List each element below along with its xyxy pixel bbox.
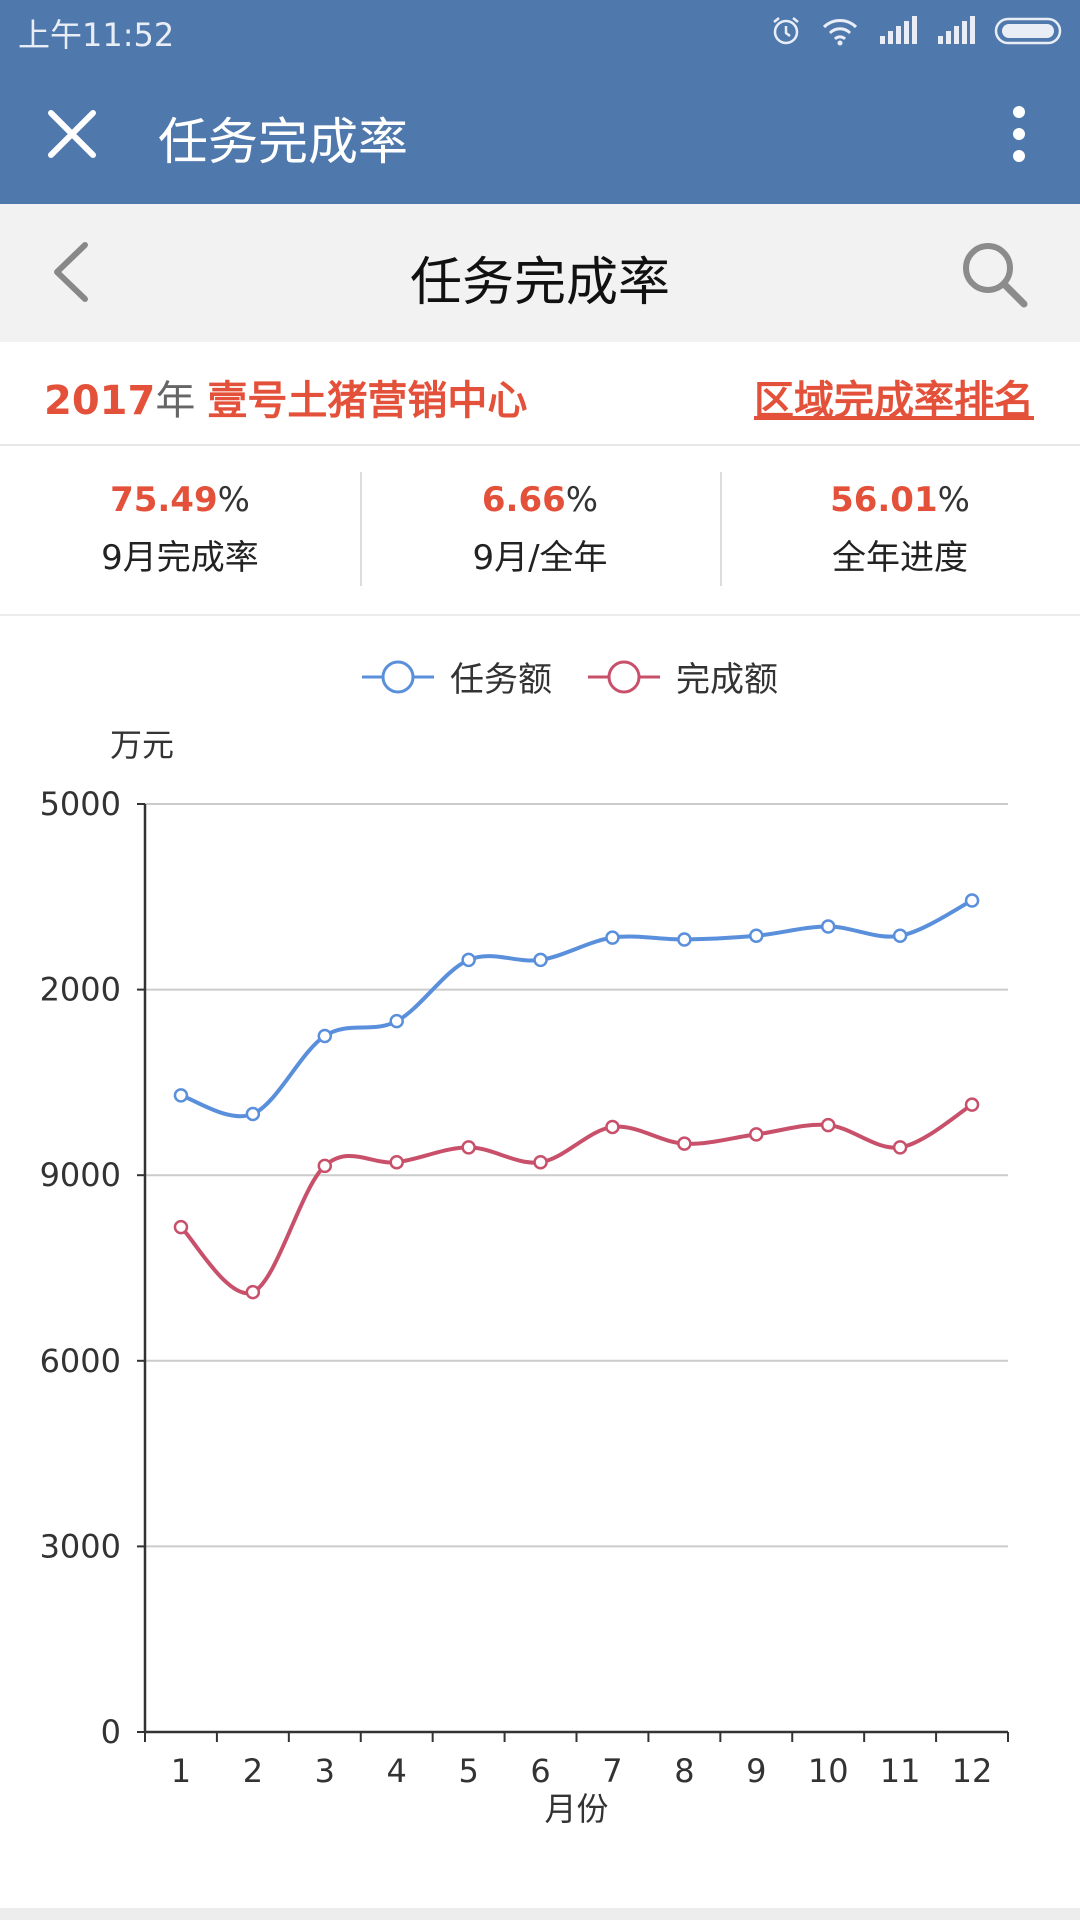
legend-label-task: 任务额 (450, 660, 552, 700)
legend-label-done: 完成额 (676, 660, 778, 700)
close-button[interactable] (30, 92, 114, 176)
x-tick-label: 9 (746, 1752, 766, 1790)
app-title: 任务完成率 (158, 113, 408, 171)
data-point-series-2 (461, 1140, 476, 1155)
wifi-icon (820, 15, 860, 47)
data-point-series-2 (317, 1158, 333, 1174)
info-year: 2017 (44, 378, 156, 424)
stat-unit: % (565, 480, 599, 520)
stat-value: 6.66% (360, 480, 720, 520)
data-point-series-1 (317, 1028, 333, 1044)
data-point-series-1 (820, 919, 836, 934)
data-point-series-1 (389, 1013, 404, 1029)
info-row: 2017年 壹号土猪营销中心 区域完成率排名 (0, 342, 1080, 446)
stat-number: 56.01 (830, 480, 938, 520)
more-menu-button[interactable] (994, 92, 1044, 176)
x-axis-label: 月份 (544, 1790, 608, 1828)
alarm-icon (770, 15, 802, 47)
data-point-series-2 (892, 1140, 908, 1155)
legend-item-done[interactable]: 完成额 (586, 652, 778, 701)
app-bar: 任务完成率 (0, 62, 1080, 204)
close-icon (48, 110, 96, 158)
stat-month-year-ratio: 6.66% 9月/全年 (360, 446, 720, 614)
x-tick-label: 6 (530, 1752, 550, 1790)
page-title: 任务完成率 (409, 253, 670, 313)
chart-legend: 任务额 完成额 (360, 652, 778, 701)
x-tick-label: 10 (808, 1752, 849, 1790)
info-year-unit: 年 (155, 378, 196, 424)
stat-number: 6.66 (481, 480, 566, 520)
data-point-series-1 (677, 932, 692, 947)
x-tick-label: 1 (171, 1752, 191, 1790)
data-point-series-1 (605, 930, 620, 945)
region-rank-link[interactable]: 区域完成率排名 (754, 378, 1034, 424)
chevron-left-icon (54, 242, 88, 302)
stat-year-progress: 56.01% 全年进度 (720, 446, 1080, 614)
battery-icon (994, 16, 1066, 46)
data-point-series-1 (245, 1106, 261, 1122)
stat-number: 75.49 (110, 480, 218, 520)
data-point-series-1 (533, 952, 548, 968)
stat-unit: % (937, 480, 970, 520)
stats-row: 75.49% 9月完成率 6.66% 9月/全年 56.01% 全年进度 (0, 446, 1080, 616)
data-point-series-1 (461, 952, 476, 968)
bottom-divider (0, 1908, 1080, 1920)
search-icon (963, 243, 1028, 308)
data-point-series-1 (173, 1088, 189, 1103)
x-tick-label: 3 (315, 1752, 335, 1790)
stat-value: 56.01% (720, 480, 1080, 520)
legend-marker-task (362, 660, 434, 693)
data-point-series-1 (749, 928, 764, 944)
page-header: 任务完成率 (0, 204, 1080, 342)
status-time: 上午11:52 (18, 16, 175, 54)
y-tick-label: 2000 (40, 971, 121, 1009)
data-point-series-2 (749, 1127, 764, 1142)
series-line-1 (180, 898, 973, 1119)
y-tick-label: 6000 (40, 1342, 121, 1380)
x-tick-label: 8 (674, 1752, 694, 1790)
data-point-series-2 (964, 1097, 980, 1112)
data-point-series-2 (389, 1154, 404, 1170)
y-tick-label: 5000 (40, 785, 121, 823)
legend-item-task[interactable]: 任务额 (360, 652, 552, 701)
x-tick-label: 12 (952, 1752, 993, 1790)
top-bar: 上午11:52 任务完成率 (0, 0, 1080, 204)
stat-label: 9月完成率 (101, 538, 259, 578)
y-tick-label: 0 (101, 1713, 121, 1751)
data-point-series-2 (820, 1117, 836, 1133)
data-point-series-2 (677, 1136, 692, 1151)
search-button[interactable] (954, 234, 1034, 314)
x-tick-label: 11 (880, 1752, 921, 1790)
x-tick-label: 5 (458, 1752, 478, 1790)
data-point-series-1 (964, 893, 980, 908)
info-title: 2017年 壹号土猪营销中心 (44, 368, 527, 426)
stat-label: 全年进度 (832, 538, 968, 578)
y-axis-unit: 万元 (110, 726, 175, 764)
y-tick-label: 9000 (40, 1156, 121, 1194)
data-point-series-2 (533, 1154, 548, 1170)
status-bar: 上午11:52 (0, 0, 1080, 62)
legend-marker-done (588, 660, 660, 693)
more-vertical-icon (1013, 106, 1025, 162)
stat-value: 75.49% (0, 480, 360, 520)
series-line-2 (179, 1102, 974, 1296)
stat-unit: % (217, 480, 250, 520)
signal-icon-1 (878, 16, 918, 46)
data-point-series-1 (892, 928, 908, 944)
data-point-series-2 (605, 1119, 620, 1135)
y-tick-label: 3000 (40, 1527, 121, 1565)
x-tick-label: 7 (602, 1752, 622, 1790)
back-button[interactable] (36, 234, 106, 310)
x-tick-label: 4 (387, 1752, 407, 1790)
x-tick-label: 2 (243, 1752, 263, 1790)
stat-month-rate: 75.49% 9月完成率 (0, 446, 360, 614)
stat-label: 9月/全年 (472, 538, 608, 578)
status-icons (770, 12, 1066, 50)
data-point-series-2 (173, 1219, 189, 1235)
info-center-name: 壹号土猪营销中心 (207, 378, 528, 424)
chart-area: 0 3000 6000 9000 2000 5000 1 2 3 4 5 6 7 8 9 10 11 12 月份 任… (0, 616, 1080, 1920)
data-point-series-2 (245, 1284, 261, 1300)
signal-icon-2 (936, 16, 976, 46)
